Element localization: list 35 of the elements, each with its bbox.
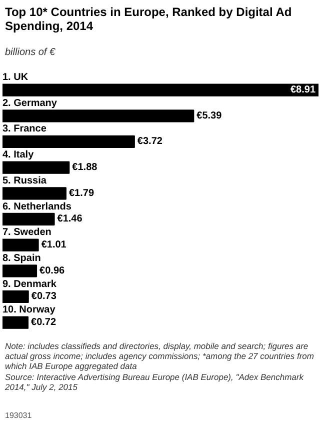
bar	[2, 264, 38, 278]
y-tick-label: 1. UK	[2, 72, 29, 84]
data-label: €0.72	[31, 317, 56, 328]
data-label: €1.46	[57, 214, 83, 225]
y-tick-label: 7. Sweden	[2, 227, 52, 238]
y-tick-label: 9. Denmark	[2, 278, 57, 290]
data-label: €0.96	[40, 265, 66, 276]
data-label: €3.72	[137, 136, 163, 148]
bar	[2, 187, 66, 200]
source-note: Source: Interactive Advertising Bureau Europe (IAB Europe), "Adex Benchmark 2014," July 2, 2015	[5, 372, 304, 392]
y-tick-label: 5. Russia	[2, 175, 47, 186]
y-tick-label: 6. Netherlands	[2, 201, 72, 212]
y-tick-label: 2. Germany	[2, 98, 58, 109]
bar	[2, 238, 39, 252]
y-tick-label: 3. France	[2, 124, 47, 135]
data-label: €1.01	[41, 240, 67, 251]
bar	[2, 84, 318, 96]
data-label: €5.39	[196, 110, 222, 122]
text: Note: includes classifieds and directories, display, mobile and search; figures are actual gross income; includes agency commissions; *among the 27 countries from which IAB Europe aggregated data	[5, 341, 314, 372]
y-tick-label: 4. Italy	[2, 150, 34, 161]
bar	[2, 110, 194, 122]
y-tick-label: 8. Spain	[2, 252, 41, 264]
data-label: €1.88	[72, 162, 98, 174]
bar	[2, 212, 55, 226]
bar	[2, 161, 70, 174]
chart-title: Top 10* Countries in Europe, Ranked by Digital Ad Spending, 2014	[5, 5, 292, 34]
text: 193031	[5, 410, 32, 422]
chart-subtitle: billions of €	[5, 47, 56, 58]
data-label: €8.91	[290, 84, 316, 96]
data-label: €0.73	[31, 291, 57, 302]
bar	[2, 290, 29, 304]
bar	[2, 135, 135, 148]
data-label: €1.79	[68, 188, 94, 199]
bar	[2, 316, 29, 329]
y-tick-label: 10. Norway	[2, 304, 56, 316]
